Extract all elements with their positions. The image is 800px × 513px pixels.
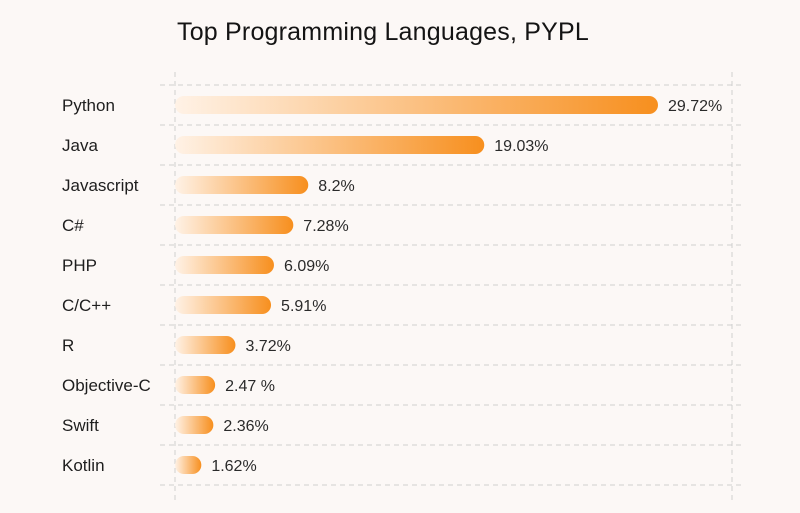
category-label: Java [62, 136, 98, 155]
value-label: 2.36% [223, 418, 268, 435]
value-label: 8.2% [318, 178, 354, 195]
value-label: 19.03% [494, 138, 548, 155]
labels: Python 29.72% Java 19.03% Javascript 8.2% C# 7.… [62, 96, 722, 475]
category-label: Swift [62, 416, 99, 435]
category-label: R [62, 336, 74, 355]
bar-java [175, 136, 485, 154]
bar-kotlin [175, 456, 202, 474]
grid-lines [160, 72, 745, 500]
category-label: C# [62, 216, 84, 235]
value-label: 5.91% [281, 298, 326, 315]
value-label: 29.72% [668, 98, 722, 115]
chart-title: Top Programming Languages, PYPL [177, 18, 589, 46]
category-label: Objective-C [62, 376, 151, 395]
category-label: Javascript [62, 176, 139, 195]
category-label: Kotlin [62, 456, 105, 475]
value-label: 3.72% [245, 338, 290, 355]
bars [175, 96, 658, 474]
bar-swift [175, 416, 214, 434]
value-label: 1.62% [211, 458, 256, 475]
category-label: Python [62, 96, 115, 115]
category-label: PHP [62, 256, 97, 275]
bar-objective-c [175, 376, 216, 394]
category-label: C/C++ [62, 296, 111, 315]
value-label: 6.09% [284, 258, 329, 275]
bar-javascript [175, 176, 309, 194]
bar-r [175, 336, 236, 354]
bar-python [175, 96, 658, 114]
bar-c- [175, 216, 294, 234]
value-label: 7.28% [303, 218, 348, 235]
bar-php [175, 256, 274, 274]
bar-c-c- [175, 296, 272, 314]
value-label: 2.47 % [225, 378, 275, 395]
